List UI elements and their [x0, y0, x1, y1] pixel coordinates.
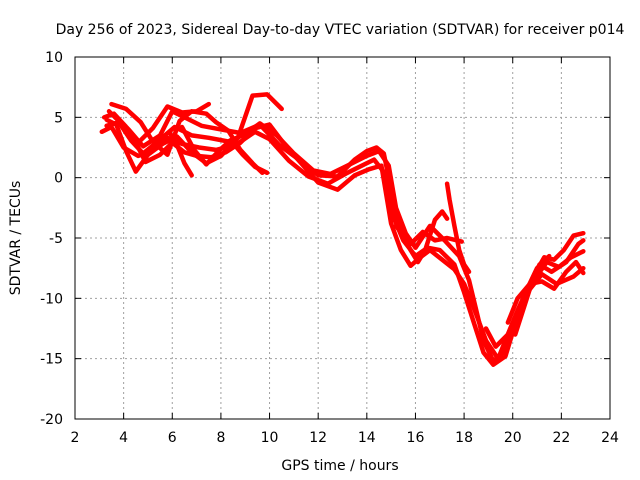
- x-tick-labels: 2 4 6 8 10 12 14 16 18 20 22 24: [71, 430, 619, 446]
- series-line-track-9: [179, 124, 270, 176]
- y-tick-label: 5: [54, 110, 63, 126]
- x-tick-label: 12: [309, 430, 327, 446]
- series-line-track-14: [512, 230, 586, 337]
- x-tick-label: 14: [358, 430, 376, 446]
- y-axis-label: SDTVAR / TECUs: [8, 181, 24, 296]
- series-line-track-11: [444, 181, 472, 275]
- series-line-track-8: [167, 130, 194, 178]
- x-tick-label: 8: [216, 430, 225, 446]
- y-tick-label: -10: [40, 291, 63, 307]
- x-tick-label: 10: [261, 430, 279, 446]
- series-line-track-1: [101, 109, 464, 247]
- series-line-track-2: [104, 119, 586, 364]
- axis-ticks: [74, 56, 611, 420]
- series-line-track-10: [393, 209, 450, 265]
- y-tick-label: -15: [40, 352, 63, 368]
- x-tick-label: 4: [119, 430, 128, 446]
- y-tick-label: -20: [40, 412, 63, 428]
- x-tick-label: 6: [168, 430, 177, 446]
- series-lines: [99, 92, 586, 367]
- x-tick-label: 24: [601, 430, 619, 446]
- x-tick-label: 18: [455, 430, 473, 446]
- x-axis-label: GPS time / hours: [281, 458, 398, 474]
- series-line-track-7: [135, 101, 212, 145]
- y-tick-label: 10: [45, 50, 63, 66]
- x-tick-label: 22: [552, 430, 570, 446]
- series-line-track-5: [104, 92, 284, 174]
- y-tick-label: -5: [49, 231, 63, 247]
- x-tick-label: 2: [71, 430, 80, 446]
- x-tick-label: 16: [407, 430, 425, 446]
- y-tick-label: 0: [54, 171, 63, 187]
- y-tick-labels: -20 -15 -10 -5 0 5 10: [40, 50, 63, 428]
- series-line-track-13: [505, 259, 586, 325]
- grid: [75, 57, 610, 419]
- chart-title: Day 256 of 2023, Sidereal Day-to-day VTE…: [56, 22, 625, 38]
- x-tick-label: 20: [504, 430, 522, 446]
